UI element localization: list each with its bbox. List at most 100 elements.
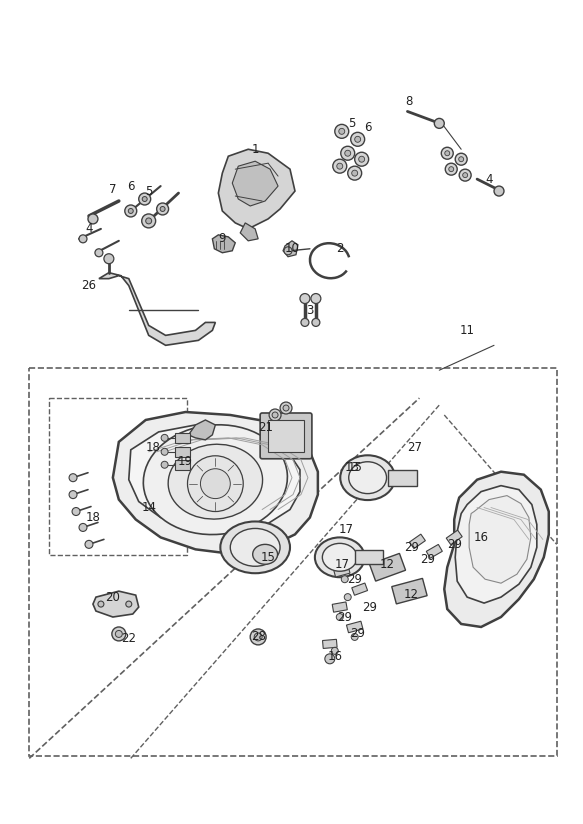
Circle shape (79, 235, 87, 243)
Circle shape (351, 634, 358, 640)
Circle shape (283, 405, 289, 411)
Circle shape (85, 541, 93, 548)
Circle shape (331, 648, 338, 654)
Polygon shape (113, 412, 318, 555)
Circle shape (441, 147, 453, 159)
Circle shape (352, 171, 358, 176)
Circle shape (359, 157, 364, 162)
Circle shape (445, 163, 457, 176)
Text: 16: 16 (473, 531, 489, 544)
Ellipse shape (230, 528, 280, 566)
Bar (49, 398, 187, 555)
Text: 4: 4 (85, 222, 93, 236)
Circle shape (312, 318, 320, 326)
Circle shape (300, 293, 310, 303)
Text: 2: 2 (336, 242, 343, 255)
Circle shape (104, 254, 114, 264)
Circle shape (157, 203, 168, 215)
Circle shape (161, 434, 168, 442)
Polygon shape (232, 162, 278, 206)
Circle shape (142, 197, 147, 202)
Ellipse shape (143, 425, 287, 535)
Circle shape (463, 173, 468, 178)
Circle shape (69, 490, 77, 499)
Circle shape (351, 133, 364, 147)
Circle shape (115, 630, 122, 638)
Ellipse shape (168, 444, 262, 519)
Bar (354, 550, 382, 564)
Circle shape (345, 150, 351, 157)
Polygon shape (93, 591, 139, 617)
Circle shape (69, 474, 77, 482)
Text: 12: 12 (404, 588, 419, 601)
Circle shape (339, 129, 345, 134)
Text: 29: 29 (350, 627, 365, 640)
Text: 16: 16 (327, 650, 342, 663)
Polygon shape (469, 495, 531, 583)
Circle shape (201, 469, 230, 499)
Text: 28: 28 (251, 630, 266, 644)
Polygon shape (409, 534, 426, 549)
Polygon shape (219, 149, 295, 229)
Ellipse shape (340, 456, 395, 500)
Polygon shape (240, 223, 258, 241)
Circle shape (284, 247, 292, 255)
Circle shape (88, 214, 98, 224)
Circle shape (337, 163, 343, 169)
Text: 10: 10 (285, 242, 300, 255)
Text: 3: 3 (306, 304, 314, 317)
Text: 6: 6 (364, 121, 371, 133)
Circle shape (139, 193, 150, 205)
Circle shape (494, 186, 504, 196)
Circle shape (142, 214, 156, 228)
Circle shape (79, 523, 87, 531)
Text: 26: 26 (82, 279, 96, 292)
Text: 11: 11 (459, 324, 475, 337)
Ellipse shape (315, 537, 364, 577)
Circle shape (95, 249, 103, 257)
Text: 6: 6 (127, 180, 135, 193)
Text: 15: 15 (261, 550, 276, 564)
Circle shape (98, 601, 104, 607)
Text: 29: 29 (447, 538, 462, 551)
Text: 15: 15 (347, 461, 362, 475)
Text: 22: 22 (121, 632, 136, 645)
Text: 5: 5 (348, 117, 356, 130)
Circle shape (301, 318, 309, 326)
Bar (388, 470, 417, 485)
Text: 18: 18 (86, 511, 100, 524)
Circle shape (344, 593, 351, 601)
Bar (174, 447, 191, 456)
Circle shape (449, 166, 454, 171)
Circle shape (335, 124, 349, 138)
Text: 18: 18 (145, 442, 160, 454)
Text: 9: 9 (219, 232, 226, 246)
Text: 1: 1 (251, 143, 259, 156)
Circle shape (125, 205, 137, 217)
Circle shape (354, 136, 361, 143)
Polygon shape (333, 565, 350, 577)
Text: 21: 21 (258, 421, 273, 434)
Polygon shape (370, 554, 406, 581)
Polygon shape (322, 639, 337, 648)
Bar (174, 460, 191, 470)
Circle shape (188, 456, 243, 512)
Ellipse shape (220, 522, 290, 574)
Polygon shape (212, 235, 236, 253)
Circle shape (112, 627, 126, 641)
Circle shape (434, 119, 444, 129)
Text: 29: 29 (337, 611, 352, 624)
Text: 27: 27 (407, 442, 422, 454)
Text: 7: 7 (109, 183, 117, 195)
Text: 14: 14 (141, 501, 156, 514)
FancyBboxPatch shape (260, 413, 312, 459)
Text: 29: 29 (404, 541, 419, 554)
Bar (29, 368, 557, 756)
Circle shape (311, 293, 321, 303)
Text: 29: 29 (362, 601, 377, 614)
Polygon shape (444, 471, 549, 627)
Circle shape (459, 157, 463, 162)
Circle shape (341, 576, 348, 583)
Text: 13: 13 (345, 461, 359, 475)
Polygon shape (283, 241, 298, 257)
